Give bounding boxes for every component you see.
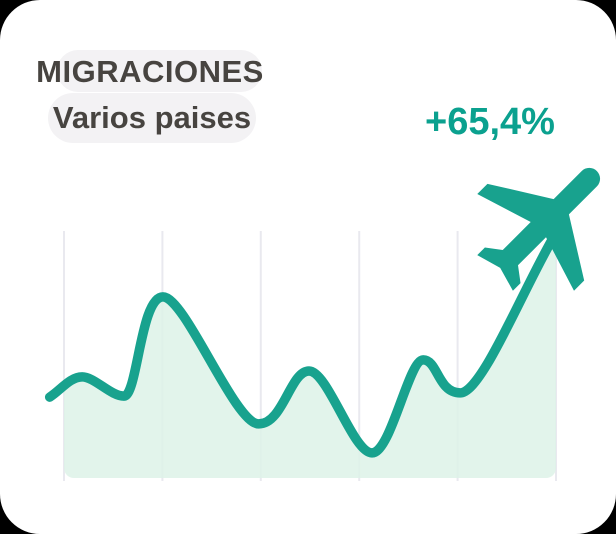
trend-line [44,228,561,458]
area-fill [64,233,556,478]
page-title: MIGRACIONES [36,54,264,89]
page-subtitle: Varios paises [52,100,252,135]
subtitle-highlight-pill [48,93,256,143]
trend-percentage: +65,4% [425,101,555,143]
airplane-icon [477,167,601,291]
title-highlight-pill [57,50,262,92]
